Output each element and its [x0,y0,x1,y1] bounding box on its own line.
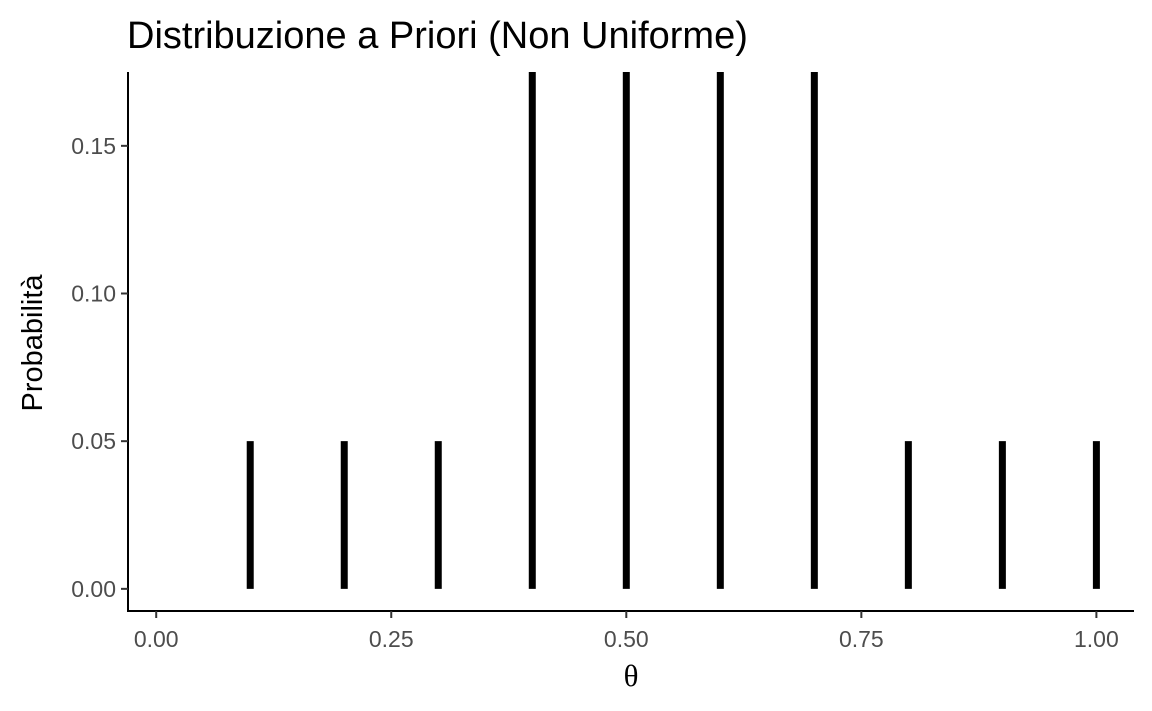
y-tick-label-2: 0.10 [71,281,116,307]
y-tick-label-1: 0.05 [71,428,116,454]
x-axis-title: θ [624,658,639,693]
y-tick-label-0: 0.00 [71,576,116,602]
x-tick-label-1: 0.25 [369,626,414,652]
bars-group [246,72,1100,589]
x-tick-label-4: 1.00 [1074,626,1119,652]
y-axis-title: Probabilità [17,274,49,412]
y-ticks-group: 0.00 0.05 0.10 0.15 [71,133,128,602]
x-tick-label-0: 0.00 [134,626,179,652]
y-tick-label-3: 0.15 [71,133,116,159]
chart-title: Distribuzione a Priori (Non Uniforme) [127,15,748,57]
x-ticks-group: 0.00 0.25 0.50 0.75 1.00 [134,611,1119,652]
x-tick-label-2: 0.50 [604,626,649,652]
x-tick-label-3: 0.75 [839,626,884,652]
